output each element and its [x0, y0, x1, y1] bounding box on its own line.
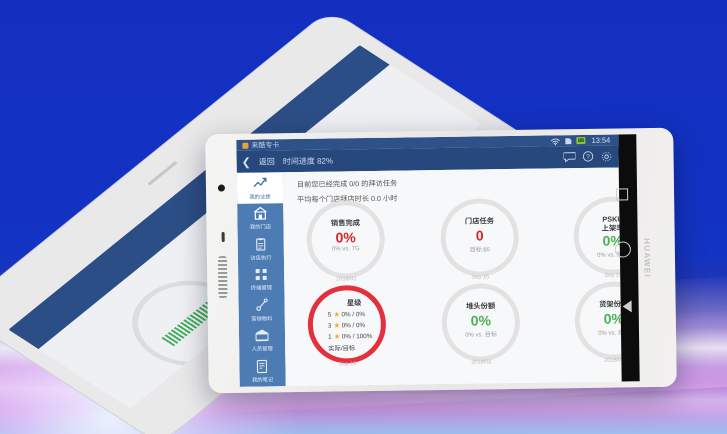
svg-text:?: ?	[586, 154, 590, 161]
